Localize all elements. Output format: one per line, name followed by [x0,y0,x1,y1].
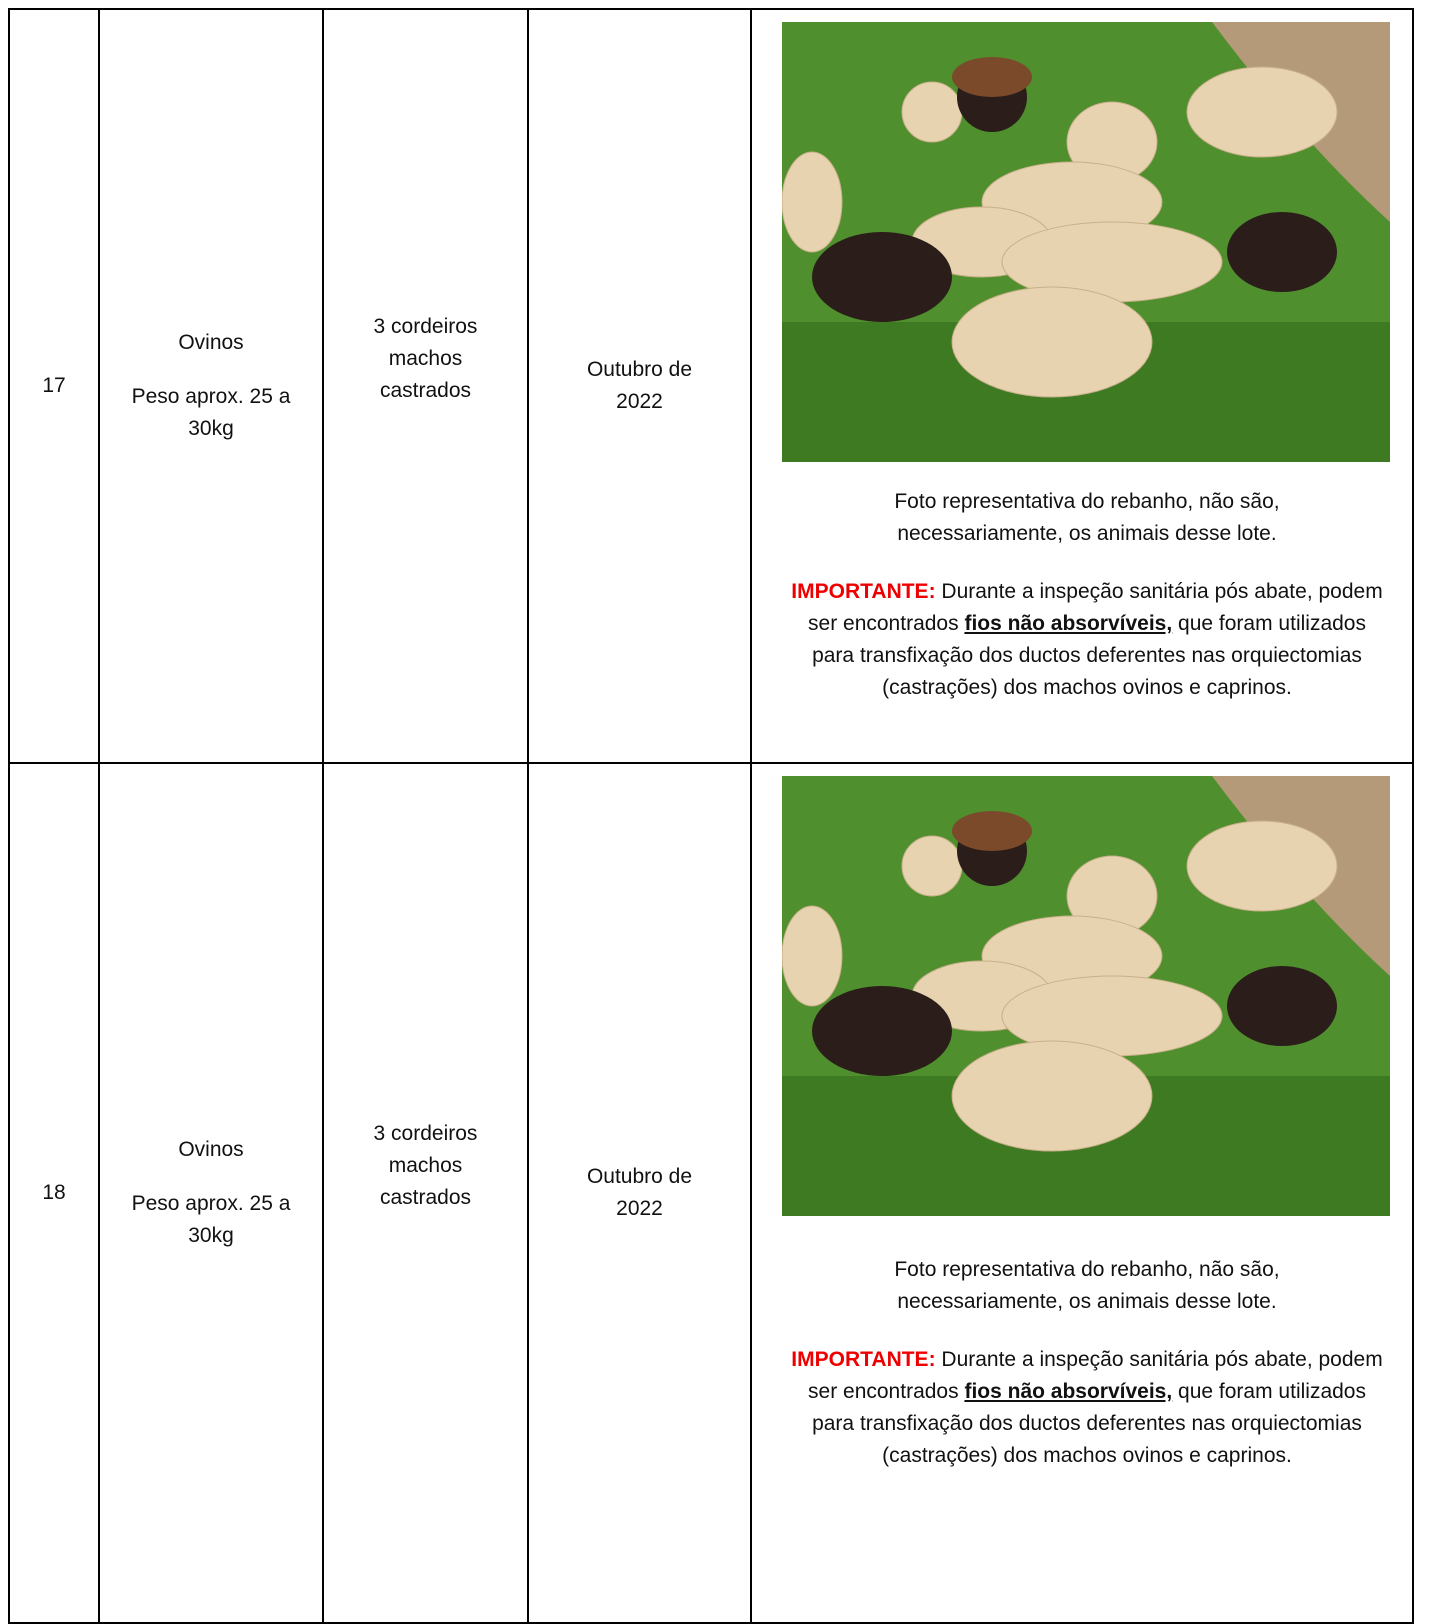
lot-number: 18 [42,1181,66,1204]
cell-species: Ovinos Peso aprox. 25 a 30kg [98,762,324,1624]
note-text-after: que foram utilizados para transfixação d… [812,612,1366,699]
species: Ovinos [178,331,244,354]
lot-number: 17 [42,374,66,397]
weight: Peso aprox. 25 a 30kg [131,385,291,440]
cell-date: Outubro de 2022 [527,8,752,764]
cell-number: 18 [8,762,100,1624]
cell-quantity: 3 cordeiros machos castrados [322,762,529,1624]
flock-photo [782,776,1390,1216]
lot-table-body: 17 Ovinos Peso aprox. 25 a 30kg 3 cordeiros… [8,8,1414,1624]
cell-number: 17 [8,8,100,764]
species-block: Ovinos Peso aprox. 25 a 30kg [116,1134,306,1252]
quantity: 3 cordeiros machos castrados [373,315,478,402]
note-highlight: fios não absorvíveis, [964,612,1173,635]
date: Outubro de 2022 [586,1165,693,1220]
cell-photo: Foto representativa do rebanho, não são,… [750,8,1414,764]
weight: Peso aprox. 25 a 30kg [131,1192,291,1247]
note: IMPORTANTE: Durante a inspeção sanitária… [787,1344,1387,1472]
lot-table: 17 Ovinos Peso aprox. 25 a 30kg 3 cordeiros… [8,8,1414,1624]
note-text: Durante a inspeção sanitária pós abate, … [808,580,1383,635]
cell-photo: Foto representativa do rebanho, não são,… [750,762,1414,1624]
quantity: 3 cordeiros machos castrados [373,1122,478,1209]
note-text-after: que foram utilizados para transfixação d… [812,1380,1366,1467]
cell-species: Ovinos Peso aprox. 25 a 30kg [98,8,324,764]
cell-date: Outubro de 2022 [527,762,752,1624]
caption: Foto representativa do rebanho, não são,… [894,1258,1280,1313]
species-block: Ovinos Peso aprox. 25 a 30kg [116,327,306,445]
note-label: IMPORTANTE: [791,1348,936,1371]
flock-photo [782,22,1390,462]
note-highlight: fios não absorvíveis, [964,1380,1173,1403]
date: Outubro de 2022 [586,358,693,413]
cell-quantity: 3 cordeiros machos castrados [322,8,529,764]
caption: Foto representativa do rebanho, não são,… [894,490,1280,545]
lot-row: 17 Ovinos Peso aprox. 25 a 30kg 3 cordeiros… [8,8,1414,764]
note: IMPORTANTE: Durante a inspeção sanitária… [787,576,1387,704]
note-text: Durante a inspeção sanitária pós abate, … [808,1348,1383,1403]
note-label: IMPORTANTE: [791,580,936,603]
lot-row: 18 Ovinos Peso aprox. 25 a 30kg 3 cordeiros… [8,762,1414,1624]
species: Ovinos [178,1138,244,1161]
